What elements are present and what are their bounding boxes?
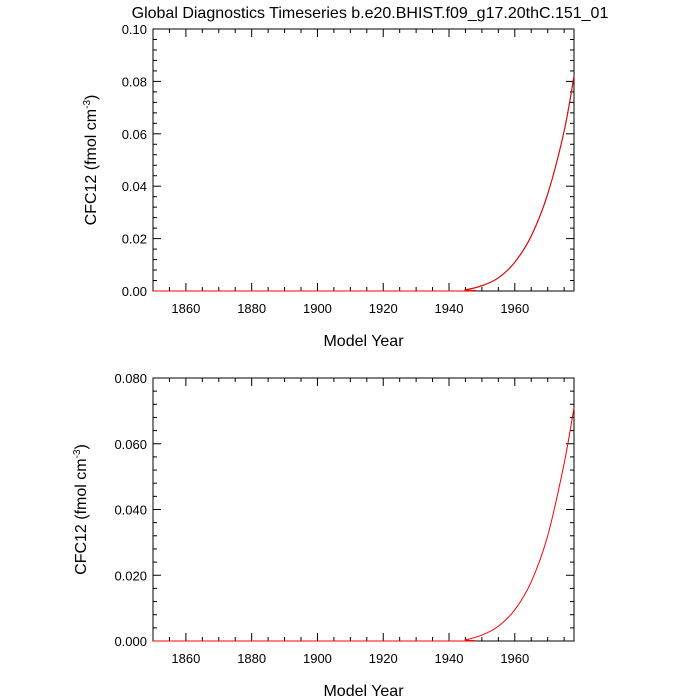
series-line-0 xyxy=(153,407,575,642)
y-tick-label: 0.040 xyxy=(114,503,147,518)
y-tick-label: 0.080 xyxy=(114,371,147,386)
series-line-0 xyxy=(152,76,575,292)
y-axis-title: CFC12 (fmol cm-3) xyxy=(72,444,90,575)
x-tick-label: 1900 xyxy=(303,301,332,316)
x-tick-label: 1940 xyxy=(435,301,464,316)
y-tick-label: 0.04 xyxy=(122,179,147,194)
x-tick-label: 1940 xyxy=(435,651,464,666)
y-tick-label: 0.020 xyxy=(114,568,147,583)
x-tick-label: 1960 xyxy=(500,301,529,316)
bottom-chart: 1860 1880 1900 1920 1940 1960 0.000 0.020 0.040 0… xyxy=(72,371,575,700)
x-tick-label: 1900 xyxy=(303,651,332,666)
x-tick-label: 1860 xyxy=(171,301,200,316)
x-axis-title: Model Year xyxy=(323,683,404,700)
y-tick-label: 0.08 xyxy=(122,74,147,89)
page-title: Global Diagnostics Timeseries b.e20.BHIS… xyxy=(132,5,609,22)
y-tick-label: 0.00 xyxy=(122,284,147,299)
x-tick-label: 1880 xyxy=(237,651,266,666)
x-tick-label: 1860 xyxy=(171,651,200,666)
x-axis-title: Model Year xyxy=(323,333,404,350)
x-tick-label: 1920 xyxy=(369,301,398,316)
x-tick-label: 1880 xyxy=(237,301,266,316)
y-tick-label: 0.000 xyxy=(114,634,147,649)
plot-frame xyxy=(152,377,575,642)
y-tick-label: 0.06 xyxy=(122,127,147,142)
plot-frame xyxy=(152,28,575,292)
y-axis-title: CFC12 (fmol cm-3) xyxy=(82,95,100,226)
y-tick-label: 0.060 xyxy=(114,437,147,452)
y-tick-label: 0.10 xyxy=(122,22,147,37)
top-chart: 1860 1880 1900 1920 1940 1960 0.00 0.02 0.04 0.06… xyxy=(82,22,575,350)
y-tick-label: 0.02 xyxy=(122,232,147,247)
x-tick-label: 1960 xyxy=(500,651,529,666)
x-tick-label: 1920 xyxy=(369,651,398,666)
series-line-1 xyxy=(152,76,575,292)
